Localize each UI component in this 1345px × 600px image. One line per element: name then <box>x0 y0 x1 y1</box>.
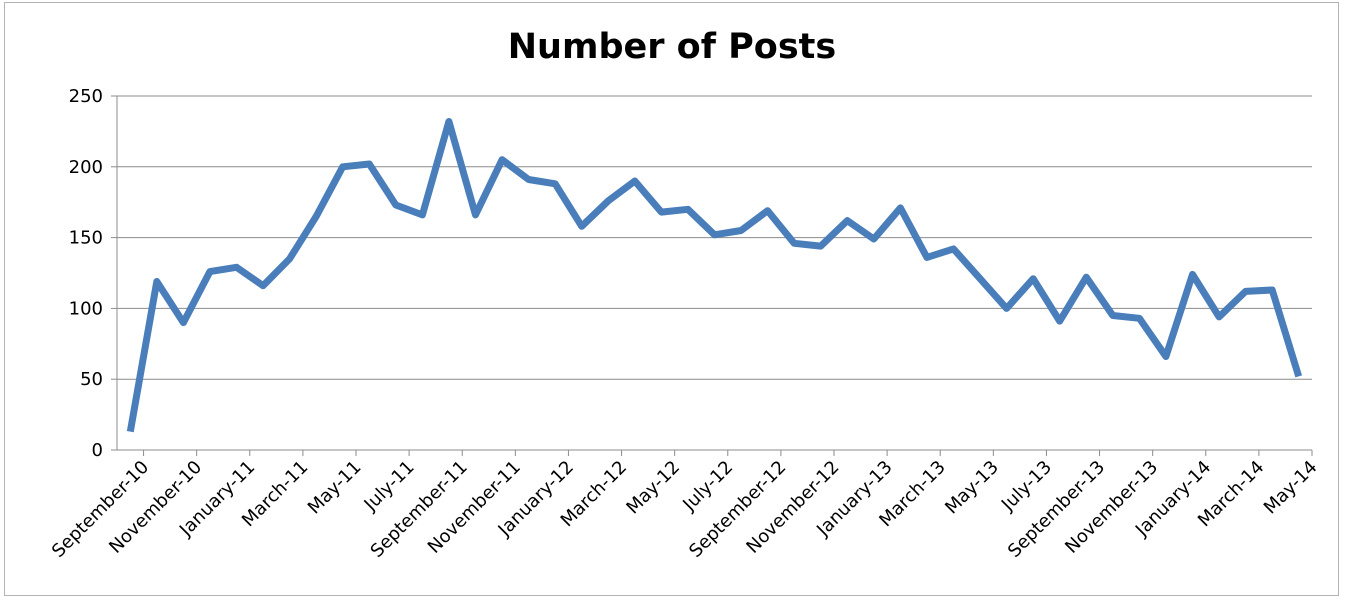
data-point <box>1243 288 1249 294</box>
data-point <box>1110 312 1116 318</box>
data-point <box>1083 274 1089 280</box>
data-point <box>393 202 399 208</box>
data-point <box>446 118 452 124</box>
gridlines <box>117 95 1312 380</box>
series-layer <box>126 118 1303 435</box>
data-point <box>605 198 611 204</box>
data-point <box>1057 318 1063 324</box>
data-point <box>818 243 824 249</box>
data-point <box>260 283 266 289</box>
data-point <box>1296 373 1302 379</box>
data-point <box>685 206 691 212</box>
data-point <box>632 178 638 184</box>
chart-frame <box>4 2 1339 596</box>
data-point <box>1004 305 1010 311</box>
x-tick-label: September-12 <box>685 457 790 562</box>
data-point <box>552 181 558 187</box>
y-tick-label: 150 <box>69 228 103 249</box>
y-tick-label: 200 <box>69 157 103 178</box>
data-point <box>1136 315 1142 321</box>
data-point <box>1163 354 1169 360</box>
data-point <box>366 161 372 167</box>
data-point <box>951 246 957 252</box>
x-tick-label: September-10 <box>48 457 153 562</box>
data-point <box>419 212 425 218</box>
x-tick-label: November-12 <box>742 457 843 558</box>
x-tick-label: September-13 <box>1004 457 1109 562</box>
data-point <box>765 208 771 214</box>
axes <box>111 95 1313 456</box>
y-tick-label: 100 <box>69 298 103 319</box>
x-tick-label: May-12 <box>622 457 684 519</box>
data-point <box>897 205 903 211</box>
data-point <box>738 228 744 234</box>
y-tick-label: 250 <box>69 86 103 107</box>
data-point <box>871 236 877 242</box>
x-tick-label: May-14 <box>1260 457 1322 519</box>
data-point <box>658 209 664 215</box>
data-point <box>234 264 240 270</box>
data-point <box>1030 276 1036 282</box>
y-axis-tick-labels: 0 50 100 150 200 250 <box>69 86 103 461</box>
data-point <box>844 218 850 224</box>
x-tick-label: November-10 <box>105 457 206 558</box>
data-point <box>1216 314 1222 320</box>
data-point <box>712 232 718 238</box>
data-point <box>924 254 930 260</box>
data-point <box>207 269 213 275</box>
data-point <box>499 157 505 163</box>
data-point <box>313 213 319 219</box>
x-tick-label: November-11 <box>424 457 525 558</box>
data-point <box>977 276 983 282</box>
data-point <box>526 177 532 183</box>
data-point <box>340 164 346 170</box>
data-point <box>180 320 186 326</box>
series-line-0 <box>126 118 1303 433</box>
x-axis-tick-labels: September-10November-10January-11March-1… <box>48 457 1322 562</box>
data-point <box>154 278 160 284</box>
data-point <box>287 256 293 262</box>
y-tick-label: 50 <box>80 369 103 390</box>
data-point <box>127 429 133 435</box>
data-point <box>473 212 479 218</box>
x-tick-label: September-11 <box>367 457 472 562</box>
data-point <box>791 240 797 246</box>
data-point <box>1190 271 1196 277</box>
chart-title: Number of Posts <box>508 27 836 67</box>
x-tick-label: November-13 <box>1061 457 1162 558</box>
data-point <box>579 223 585 229</box>
y-tick-label: 0 <box>92 440 103 461</box>
data-point <box>1269 287 1275 293</box>
x-tick-label: May-13 <box>941 457 1003 519</box>
x-tick-label: May-11 <box>304 457 366 519</box>
